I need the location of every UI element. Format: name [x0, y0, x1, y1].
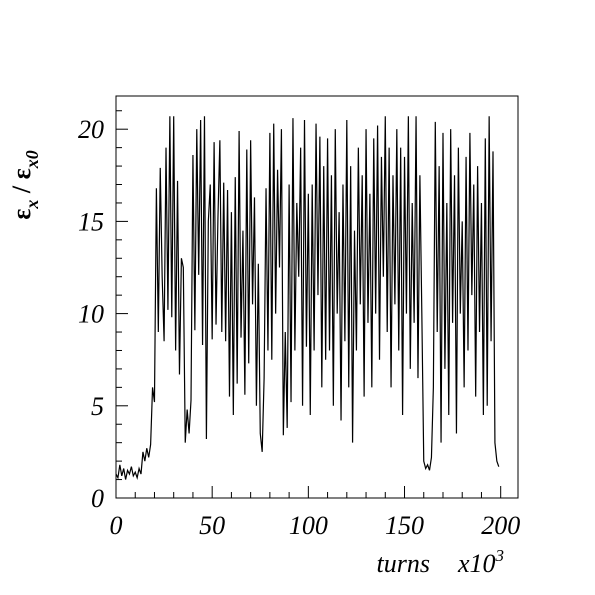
x-tick-label: 200: [481, 511, 520, 540]
y-tick-label: 10: [78, 300, 104, 329]
x-tick-label: 50: [199, 511, 225, 540]
plot-frame: [115, 95, 519, 499]
x-tick-label: 100: [289, 511, 328, 540]
y-tick-label: 0: [91, 484, 104, 513]
data-line: [115, 116, 500, 480]
y-label-part: ε: [7, 209, 36, 220]
x-multiplier: x103: [457, 546, 504, 578]
x-tick-label: 150: [385, 511, 424, 540]
y-tick-label: 20: [78, 115, 104, 144]
y-tick-label: 15: [78, 207, 104, 236]
y-label-part: x: [22, 200, 42, 210]
y-tick-label: 5: [91, 392, 104, 421]
x-tick-label: 0: [110, 511, 123, 540]
y-axis-label: εx / εx0: [7, 150, 42, 219]
x-axis-label: turns: [377, 549, 430, 578]
y-label-part: / ε: [7, 168, 36, 199]
y-label-part: x0: [22, 150, 42, 169]
